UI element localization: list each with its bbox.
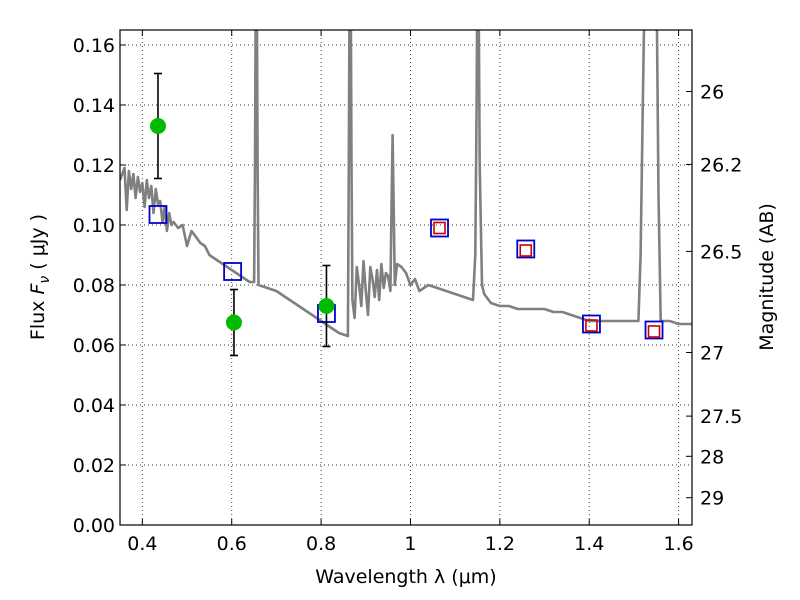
x-tick-label: 0.6 [217, 533, 247, 555]
y-tick-label: 0.10 [73, 215, 115, 237]
x-tick-label: 0.8 [306, 533, 336, 555]
observed-flux-point [318, 298, 335, 314]
x-tick-label: 1.2 [485, 533, 515, 555]
upper-limit-point [519, 244, 533, 257]
x-axis: 0.4 0.6 0.8 1 1.2 1.4 1.6 [127, 30, 694, 555]
y2-axis-title: Magnitude (AB) [756, 203, 778, 351]
upper-limit-point [647, 325, 661, 338]
y2-tick-label: 27.5 [700, 406, 742, 428]
upper-limit-point [433, 221, 446, 235]
x-tick-label: 1.4 [574, 533, 604, 555]
x-tick-label: 1.6 [663, 533, 693, 555]
model-photometry-point [148, 205, 168, 224]
upper-limit-point [585, 319, 598, 332]
model-photometry-point [516, 239, 536, 259]
y2-tick-label: 26 [700, 82, 724, 104]
y-tick-label: 0.08 [73, 275, 115, 297]
y2-tick-label: 26.2 [700, 154, 742, 176]
y-axis: 0.00 0.02 0.04 0.06 0.08 0.10 0.12 0.14 0.16 [73, 35, 126, 537]
y-tick-label: 0.00 [73, 515, 115, 537]
y-axis-title: Flux Fν ( μJy ) [27, 214, 53, 340]
x-tick-label: 1 [404, 533, 416, 555]
model-photometry-point [644, 320, 664, 340]
y-tick-label: 0.12 [73, 155, 115, 177]
model-photometry-point [223, 262, 243, 281]
y-tick-label: 0.16 [73, 35, 115, 57]
y-tick-label: 0.02 [73, 455, 115, 477]
model-photometry-point [430, 218, 449, 238]
plot-area [120, 30, 692, 357]
sed-model-line [120, 30, 692, 338]
y2-tick-label: 26.5 [700, 241, 742, 263]
model-photometry-point [582, 314, 601, 334]
grid-lines [120, 30, 692, 526]
y-tick-label: 0.06 [73, 335, 115, 357]
plot-frame [119, 29, 693, 526]
y2-tick-label: 27 [700, 343, 724, 365]
y-tick-label: 0.14 [73, 95, 115, 117]
y2-tick-label: 28 [700, 446, 724, 468]
x-tick-label: 0.4 [127, 533, 157, 555]
x-axis-title: Wavelength λ (μm) [315, 566, 496, 588]
y2-tick-label: 29 [700, 488, 724, 510]
observed-flux-point [149, 118, 166, 134]
y-tick-label: 0.04 [73, 395, 115, 417]
observed-flux-point [225, 314, 242, 331]
y2-axis: 26 26.2 26.5 27 27.5 28 29 [686, 82, 742, 510]
